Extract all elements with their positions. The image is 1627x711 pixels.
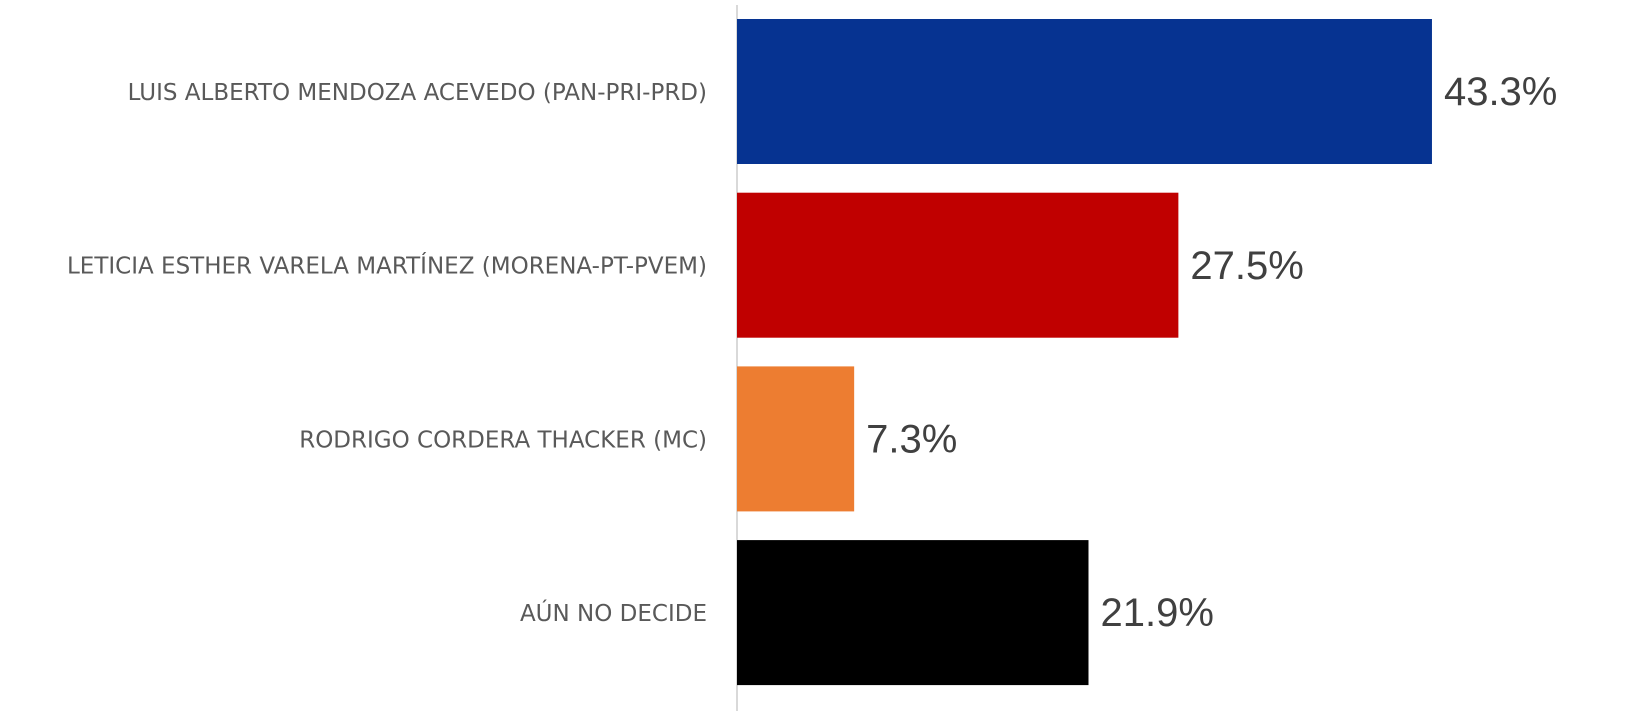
bar: [737, 192, 1179, 338]
category-label: AÚN NO DECIDE: [520, 599, 707, 627]
value-label: 21.9%: [1100, 591, 1213, 635]
category-label: LUIS ALBERTO MENDOZA ACEVEDO (PAN-PRI-PR…: [128, 80, 707, 106]
value-label: 43.3%: [1444, 70, 1557, 114]
bar: [737, 19, 1432, 164]
value-label: 7.3%: [866, 417, 957, 461]
category-label: RODRIGO CORDERA THACKER (MC): [299, 427, 707, 453]
bar: [737, 366, 855, 512]
bar: [737, 540, 1089, 686]
category-label: LETICIA ESTHER VARELA MARTÍNEZ (MORENA-P…: [67, 252, 707, 280]
value-label: 27.5%: [1190, 244, 1303, 288]
